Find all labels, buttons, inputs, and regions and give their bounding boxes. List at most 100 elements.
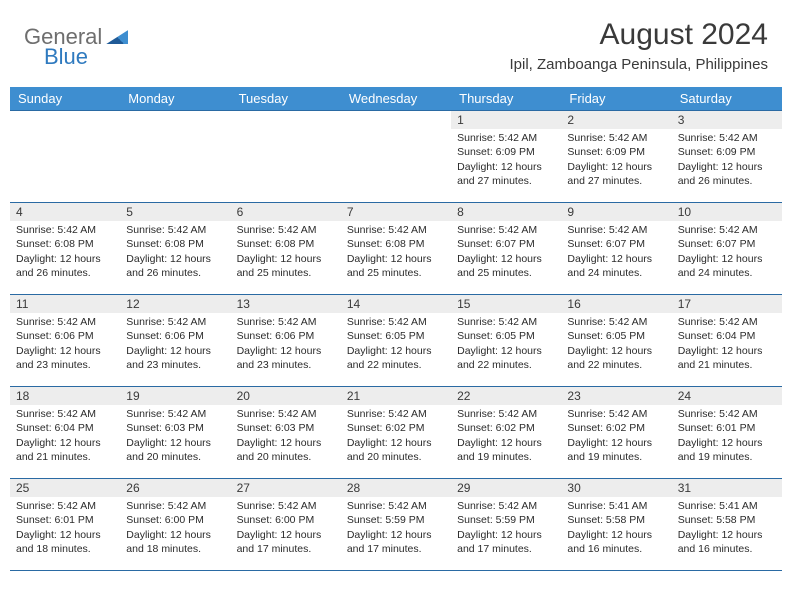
calendar-cell: 12Sunrise: 5:42 AMSunset: 6:06 PMDayligh… <box>120 295 230 387</box>
title-block: August 2024 Ipil, Zamboanga Peninsula, P… <box>510 18 769 73</box>
day-body: Sunrise: 5:42 AMSunset: 6:08 PMDaylight:… <box>120 221 230 284</box>
sunset-line: Sunset: 6:05 PM <box>347 329 445 343</box>
day-body: Sunrise: 5:42 AMSunset: 6:06 PMDaylight:… <box>120 313 230 376</box>
calendar-cell: 29Sunrise: 5:42 AMSunset: 5:59 PMDayligh… <box>451 479 561 571</box>
calendar-cell: 30Sunrise: 5:41 AMSunset: 5:58 PMDayligh… <box>561 479 671 571</box>
sunrise-line: Sunrise: 5:42 AM <box>126 223 224 237</box>
sunrise-line: Sunrise: 5:42 AM <box>237 315 335 329</box>
sunset-line: Sunset: 6:05 PM <box>457 329 555 343</box>
calendar-cell: 27Sunrise: 5:42 AMSunset: 6:00 PMDayligh… <box>231 479 341 571</box>
sunset-line: Sunset: 6:09 PM <box>567 145 665 159</box>
day-number: 2 <box>561 111 671 129</box>
sunset-line: Sunset: 5:59 PM <box>347 513 445 527</box>
day-body: Sunrise: 5:42 AMSunset: 6:05 PMDaylight:… <box>451 313 561 376</box>
calendar-cell: 15Sunrise: 5:42 AMSunset: 6:05 PMDayligh… <box>451 295 561 387</box>
calendar-cell: 9Sunrise: 5:42 AMSunset: 6:07 PMDaylight… <box>561 203 671 295</box>
calendar-cell: 17Sunrise: 5:42 AMSunset: 6:04 PMDayligh… <box>672 295 782 387</box>
day-body: Sunrise: 5:42 AMSunset: 6:03 PMDaylight:… <box>120 405 230 468</box>
daylight-line: Daylight: 12 hours and 25 minutes. <box>457 252 555 280</box>
daylight-line: Daylight: 12 hours and 17 minutes. <box>237 528 335 556</box>
sunrise-line: Sunrise: 5:42 AM <box>16 315 114 329</box>
daylight-line: Daylight: 12 hours and 23 minutes. <box>237 344 335 372</box>
sunrise-line: Sunrise: 5:42 AM <box>567 131 665 145</box>
sunset-line: Sunset: 5:59 PM <box>457 513 555 527</box>
day-number: 11 <box>10 295 120 313</box>
day-body: Sunrise: 5:42 AMSunset: 6:06 PMDaylight:… <box>10 313 120 376</box>
daylight-line: Daylight: 12 hours and 19 minutes. <box>567 436 665 464</box>
daylight-line: Daylight: 12 hours and 27 minutes. <box>457 160 555 188</box>
day-body: Sunrise: 5:42 AMSunset: 6:05 PMDaylight:… <box>341 313 451 376</box>
sunrise-line: Sunrise: 5:42 AM <box>567 315 665 329</box>
day-number-empty <box>341 111 451 129</box>
weekday-header: Thursday <box>451 87 561 111</box>
sunset-line: Sunset: 6:04 PM <box>16 421 114 435</box>
day-number-empty <box>231 111 341 129</box>
day-body: Sunrise: 5:42 AMSunset: 6:09 PMDaylight:… <box>672 129 782 192</box>
sunset-line: Sunset: 6:05 PM <box>567 329 665 343</box>
page-header: General Blue August 2024 Ipil, Zamboanga… <box>0 0 792 81</box>
day-body: Sunrise: 5:42 AMSunset: 6:03 PMDaylight:… <box>231 405 341 468</box>
sunrise-line: Sunrise: 5:42 AM <box>678 131 776 145</box>
sunset-line: Sunset: 6:08 PM <box>347 237 445 251</box>
day-number: 22 <box>451 387 561 405</box>
calendar-cell <box>120 111 230 203</box>
day-number-empty <box>10 111 120 129</box>
sunrise-line: Sunrise: 5:42 AM <box>678 223 776 237</box>
day-body: Sunrise: 5:42 AMSunset: 6:02 PMDaylight:… <box>341 405 451 468</box>
calendar-cell <box>231 111 341 203</box>
day-body: Sunrise: 5:42 AMSunset: 6:08 PMDaylight:… <box>341 221 451 284</box>
weekday-header: Monday <box>120 87 230 111</box>
sunrise-line: Sunrise: 5:42 AM <box>567 223 665 237</box>
daylight-line: Daylight: 12 hours and 17 minutes. <box>457 528 555 556</box>
calendar-cell: 4Sunrise: 5:42 AMSunset: 6:08 PMDaylight… <box>10 203 120 295</box>
day-body: Sunrise: 5:41 AMSunset: 5:58 PMDaylight:… <box>561 497 671 560</box>
calendar-cell: 6Sunrise: 5:42 AMSunset: 6:08 PMDaylight… <box>231 203 341 295</box>
calendar-cell: 31Sunrise: 5:41 AMSunset: 5:58 PMDayligh… <box>672 479 782 571</box>
calendar-row: 11Sunrise: 5:42 AMSunset: 6:06 PMDayligh… <box>10 295 782 387</box>
day-body: Sunrise: 5:42 AMSunset: 6:09 PMDaylight:… <box>451 129 561 192</box>
day-number: 26 <box>120 479 230 497</box>
day-body: Sunrise: 5:42 AMSunset: 6:00 PMDaylight:… <box>231 497 341 560</box>
sunrise-line: Sunrise: 5:42 AM <box>16 223 114 237</box>
sunrise-line: Sunrise: 5:42 AM <box>347 407 445 421</box>
sunrise-line: Sunrise: 5:42 AM <box>126 315 224 329</box>
calendar-cell: 7Sunrise: 5:42 AMSunset: 6:08 PMDaylight… <box>341 203 451 295</box>
calendar-row: 18Sunrise: 5:42 AMSunset: 6:04 PMDayligh… <box>10 387 782 479</box>
day-body: Sunrise: 5:42 AMSunset: 6:02 PMDaylight:… <box>561 405 671 468</box>
weekday-header: Wednesday <box>341 87 451 111</box>
daylight-line: Daylight: 12 hours and 22 minutes. <box>347 344 445 372</box>
day-body: Sunrise: 5:42 AMSunset: 6:08 PMDaylight:… <box>10 221 120 284</box>
calendar-cell: 10Sunrise: 5:42 AMSunset: 6:07 PMDayligh… <box>672 203 782 295</box>
day-body: Sunrise: 5:42 AMSunset: 6:01 PMDaylight:… <box>10 497 120 560</box>
sunset-line: Sunset: 6:07 PM <box>457 237 555 251</box>
sunset-line: Sunset: 6:08 PM <box>126 237 224 251</box>
daylight-line: Daylight: 12 hours and 25 minutes. <box>237 252 335 280</box>
calendar-table: SundayMondayTuesdayWednesdayThursdayFrid… <box>10 87 782 571</box>
day-body: Sunrise: 5:42 AMSunset: 6:05 PMDaylight:… <box>561 313 671 376</box>
day-number: 24 <box>672 387 782 405</box>
day-number: 15 <box>451 295 561 313</box>
day-number: 21 <box>341 387 451 405</box>
sunrise-line: Sunrise: 5:42 AM <box>126 499 224 513</box>
day-body: Sunrise: 5:42 AMSunset: 6:07 PMDaylight:… <box>672 221 782 284</box>
daylight-line: Daylight: 12 hours and 27 minutes. <box>567 160 665 188</box>
daylight-line: Daylight: 12 hours and 23 minutes. <box>16 344 114 372</box>
sunset-line: Sunset: 6:06 PM <box>237 329 335 343</box>
day-number: 9 <box>561 203 671 221</box>
calendar-cell: 24Sunrise: 5:42 AMSunset: 6:01 PMDayligh… <box>672 387 782 479</box>
sunset-line: Sunset: 6:07 PM <box>678 237 776 251</box>
daylight-line: Daylight: 12 hours and 26 minutes. <box>678 160 776 188</box>
calendar-cell: 16Sunrise: 5:42 AMSunset: 6:05 PMDayligh… <box>561 295 671 387</box>
daylight-line: Daylight: 12 hours and 17 minutes. <box>347 528 445 556</box>
sunrise-line: Sunrise: 5:42 AM <box>126 407 224 421</box>
sunrise-line: Sunrise: 5:42 AM <box>678 407 776 421</box>
day-number: 31 <box>672 479 782 497</box>
sunrise-line: Sunrise: 5:42 AM <box>567 407 665 421</box>
sunset-line: Sunset: 6:03 PM <box>126 421 224 435</box>
calendar-cell: 23Sunrise: 5:42 AMSunset: 6:02 PMDayligh… <box>561 387 671 479</box>
day-number: 4 <box>10 203 120 221</box>
calendar-row: 25Sunrise: 5:42 AMSunset: 6:01 PMDayligh… <box>10 479 782 571</box>
brand-part2: Blue <box>44 44 88 70</box>
daylight-line: Daylight: 12 hours and 18 minutes. <box>126 528 224 556</box>
weekday-header: Sunday <box>10 87 120 111</box>
